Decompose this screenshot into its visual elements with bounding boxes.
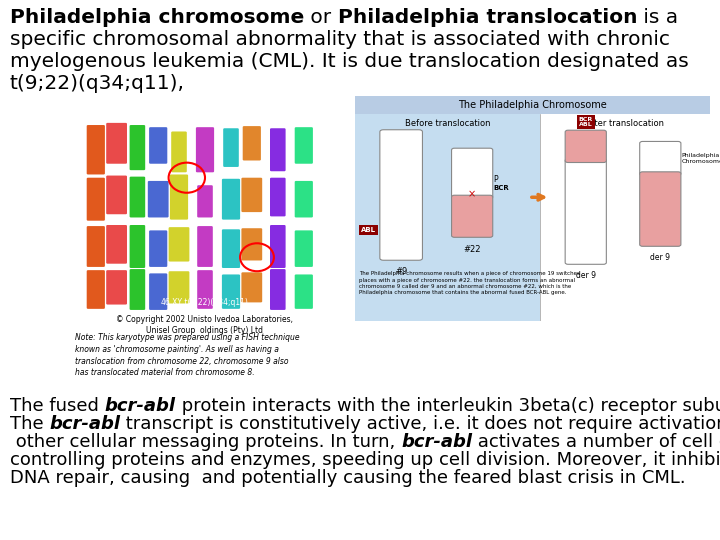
Text: myelogenous leukemia (CML). It is due translocation designated as: myelogenous leukemia (CML). It is due tr… [10, 52, 689, 71]
Text: Unisel Group  oldings (Pty) Ltd: Unisel Group oldings (Pty) Ltd [146, 326, 264, 335]
Text: specific chromosomal abnormality that is: specific chromosomal abnormality that is [10, 30, 433, 49]
Text: ×: × [468, 190, 476, 199]
Text: The: The [10, 415, 50, 433]
Text: The Philadelphia Chromosome: The Philadelphia Chromosome [458, 100, 607, 110]
Text: transcript is constitutively active, i.e. it does not require activation by: transcript is constitutively active, i.e… [120, 415, 720, 433]
FancyBboxPatch shape [223, 128, 239, 167]
FancyBboxPatch shape [107, 270, 127, 305]
FancyBboxPatch shape [222, 179, 240, 220]
Text: der 9: der 9 [650, 253, 670, 262]
FancyBboxPatch shape [130, 269, 145, 310]
FancyBboxPatch shape [270, 269, 286, 310]
Text: t(9;22)(q34;q11),: t(9;22)(q34;q11), [10, 74, 185, 93]
Text: chronic: chronic [590, 30, 670, 49]
FancyBboxPatch shape [171, 131, 186, 172]
FancyBboxPatch shape [130, 125, 145, 170]
Text: DNA repair, causing  and potentially causing the feared blast crisis in CML.: DNA repair, causing and potentially caus… [10, 469, 685, 487]
FancyBboxPatch shape [639, 141, 681, 176]
Text: Note: This karyotype was prepared using a FISH technique
known as 'chromosome pa: Note: This karyotype was prepared using … [75, 333, 300, 377]
FancyBboxPatch shape [294, 127, 313, 164]
Text: or: or [305, 8, 338, 27]
FancyBboxPatch shape [197, 270, 213, 309]
Text: BCR
ABL: BCR ABL [579, 117, 593, 127]
Text: is a: is a [637, 8, 678, 27]
Text: Philadelphia
Chromosome: Philadelphia Chromosome [682, 153, 720, 164]
FancyBboxPatch shape [107, 123, 127, 164]
FancyBboxPatch shape [294, 181, 313, 218]
FancyBboxPatch shape [270, 178, 286, 217]
FancyBboxPatch shape [107, 225, 127, 264]
Text: The fused: The fused [10, 397, 104, 415]
Text: associated with: associated with [433, 30, 590, 49]
FancyBboxPatch shape [565, 159, 606, 264]
FancyBboxPatch shape [170, 174, 188, 220]
Text: bcr-abl: bcr-abl [401, 433, 472, 451]
FancyBboxPatch shape [241, 178, 262, 212]
FancyBboxPatch shape [168, 227, 189, 261]
FancyBboxPatch shape [130, 177, 145, 218]
Text: der 9: der 9 [576, 272, 595, 280]
Text: bcr-abl: bcr-abl [104, 397, 176, 415]
Text: other cellular messaging proteins. In turn,: other cellular messaging proteins. In tu… [10, 433, 401, 451]
Text: Philadelphia chromosome: Philadelphia chromosome [10, 8, 305, 27]
FancyBboxPatch shape [107, 176, 127, 214]
FancyBboxPatch shape [197, 185, 213, 218]
FancyBboxPatch shape [149, 231, 167, 267]
FancyBboxPatch shape [241, 228, 262, 260]
FancyBboxPatch shape [86, 178, 105, 221]
Text: protein interacts with the interleukin 3beta(c) receptor subunit.: protein interacts with the interleukin 3… [176, 397, 720, 415]
FancyBboxPatch shape [197, 226, 213, 267]
FancyBboxPatch shape [149, 273, 167, 310]
Text: P: P [493, 176, 498, 185]
FancyBboxPatch shape [451, 195, 492, 237]
Text: #22: #22 [464, 245, 481, 253]
FancyBboxPatch shape [86, 125, 105, 174]
FancyBboxPatch shape [565, 130, 606, 163]
Text: Before translocation: Before translocation [405, 118, 490, 127]
FancyBboxPatch shape [294, 274, 313, 309]
FancyBboxPatch shape [168, 271, 189, 303]
Text: ABL: ABL [361, 227, 377, 233]
Text: activates a number of cell cycle-: activates a number of cell cycle- [472, 433, 720, 451]
FancyBboxPatch shape [451, 148, 492, 199]
FancyBboxPatch shape [222, 230, 240, 268]
FancyBboxPatch shape [130, 225, 145, 268]
FancyBboxPatch shape [270, 128, 286, 171]
Text: controlling proteins and enzymes, speeding up cell division. Moreover, it inhibi: controlling proteins and enzymes, speedi… [10, 451, 720, 469]
FancyBboxPatch shape [148, 181, 168, 218]
FancyBboxPatch shape [86, 226, 105, 267]
Text: © Copyright 2002 Unisto Ivedoa Laboratories,: © Copyright 2002 Unisto Ivedoa Laborator… [117, 315, 294, 324]
Text: bcr-abl: bcr-abl [50, 415, 120, 433]
FancyBboxPatch shape [294, 231, 313, 267]
FancyBboxPatch shape [196, 127, 214, 172]
FancyBboxPatch shape [270, 225, 286, 268]
Text: BCR: BCR [493, 185, 509, 192]
Text: #9: #9 [395, 267, 408, 276]
Text: The Philadelphia chromosome results when a piece of chromosome 19 switches
place: The Philadelphia chromosome results when… [359, 272, 580, 295]
Text: After translocation: After translocation [586, 118, 664, 127]
Text: Philadelphia translocation: Philadelphia translocation [338, 8, 637, 27]
Text: 46,XY,t(9;22)(q34;q11): 46,XY,t(9;22)(q34;q11) [161, 298, 249, 307]
FancyBboxPatch shape [639, 172, 681, 246]
Bar [355, 96, 710, 114]
FancyBboxPatch shape [86, 270, 105, 309]
FancyBboxPatch shape [222, 274, 240, 309]
FancyBboxPatch shape [243, 126, 261, 160]
Bar [355, 114, 539, 321]
FancyBboxPatch shape [149, 127, 167, 164]
FancyBboxPatch shape [241, 272, 262, 302]
FancyBboxPatch shape [380, 130, 423, 260]
